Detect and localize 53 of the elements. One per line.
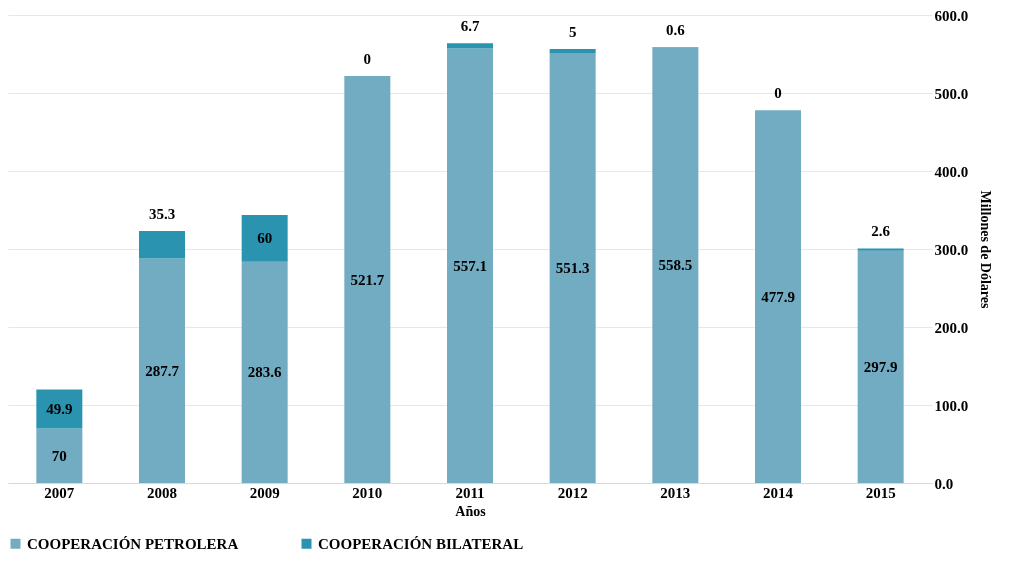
x-axis-title: Años	[455, 503, 487, 519]
y-tick-label: 500.0	[934, 85, 969, 102]
data-label: 521.7	[350, 271, 385, 288]
x-tick-label: 2013	[660, 484, 691, 501]
bar	[755, 110, 801, 483]
bar	[447, 43, 493, 49]
data-label: 283.6	[247, 364, 283, 381]
bar	[36, 389, 83, 429]
y-axis-title: Millones de Dólares	[978, 190, 994, 310]
bar	[139, 258, 185, 483]
x-tick-label: 2011	[455, 484, 485, 501]
x-tick-label: 2009	[249, 484, 280, 501]
data-label: 70	[51, 447, 67, 464]
x-tick-label: 2014	[763, 484, 794, 501]
data-label: 60	[257, 230, 273, 247]
y-tick-label: 0.0	[934, 475, 954, 492]
bar	[139, 231, 185, 259]
data-label: 6.7	[460, 17, 480, 34]
data-label: 5	[568, 23, 577, 40]
bar	[36, 428, 83, 483]
bar	[652, 47, 699, 483]
data-label: 0	[774, 84, 782, 101]
y-tick-label: 100.0	[934, 397, 969, 414]
data-label: 287.7	[145, 362, 180, 379]
y-tick-label: 600.0	[934, 7, 969, 24]
legend-label: COOPERACIÓN PETROLERA	[27, 535, 239, 552]
x-tick-label: 2012	[557, 484, 588, 501]
y-tick-label: 300.0	[934, 241, 969, 258]
bar	[857, 248, 904, 251]
bar	[344, 76, 391, 483]
bar	[241, 214, 288, 262]
x-tick-label: 2015	[865, 484, 896, 501]
bar	[857, 250, 904, 483]
data-label: 557.1	[453, 257, 487, 274]
x-tick-label: 2007	[44, 484, 75, 501]
bar	[447, 48, 493, 483]
legend-label: COOPERACIÓN BILATERAL	[318, 535, 524, 552]
data-label: 35.3	[148, 205, 176, 222]
x-tick-label: 2010	[352, 484, 383, 501]
data-label: 551.3	[555, 259, 590, 276]
data-label: 2.6	[871, 223, 891, 240]
data-label: 0.6	[665, 21, 686, 38]
data-label: 558.5	[658, 257, 693, 274]
y-tick-label: 200.0	[934, 319, 969, 336]
bar	[549, 52, 596, 483]
data-label: 49.9	[46, 400, 73, 417]
data-label: 477.9	[761, 288, 795, 305]
bar	[241, 261, 288, 483]
bar	[549, 49, 596, 53]
x-tick-label: 2008	[147, 484, 177, 501]
y-tick-label: 400.0	[934, 163, 969, 180]
data-label: 0	[363, 50, 372, 67]
data-label: 297.9	[863, 358, 898, 375]
